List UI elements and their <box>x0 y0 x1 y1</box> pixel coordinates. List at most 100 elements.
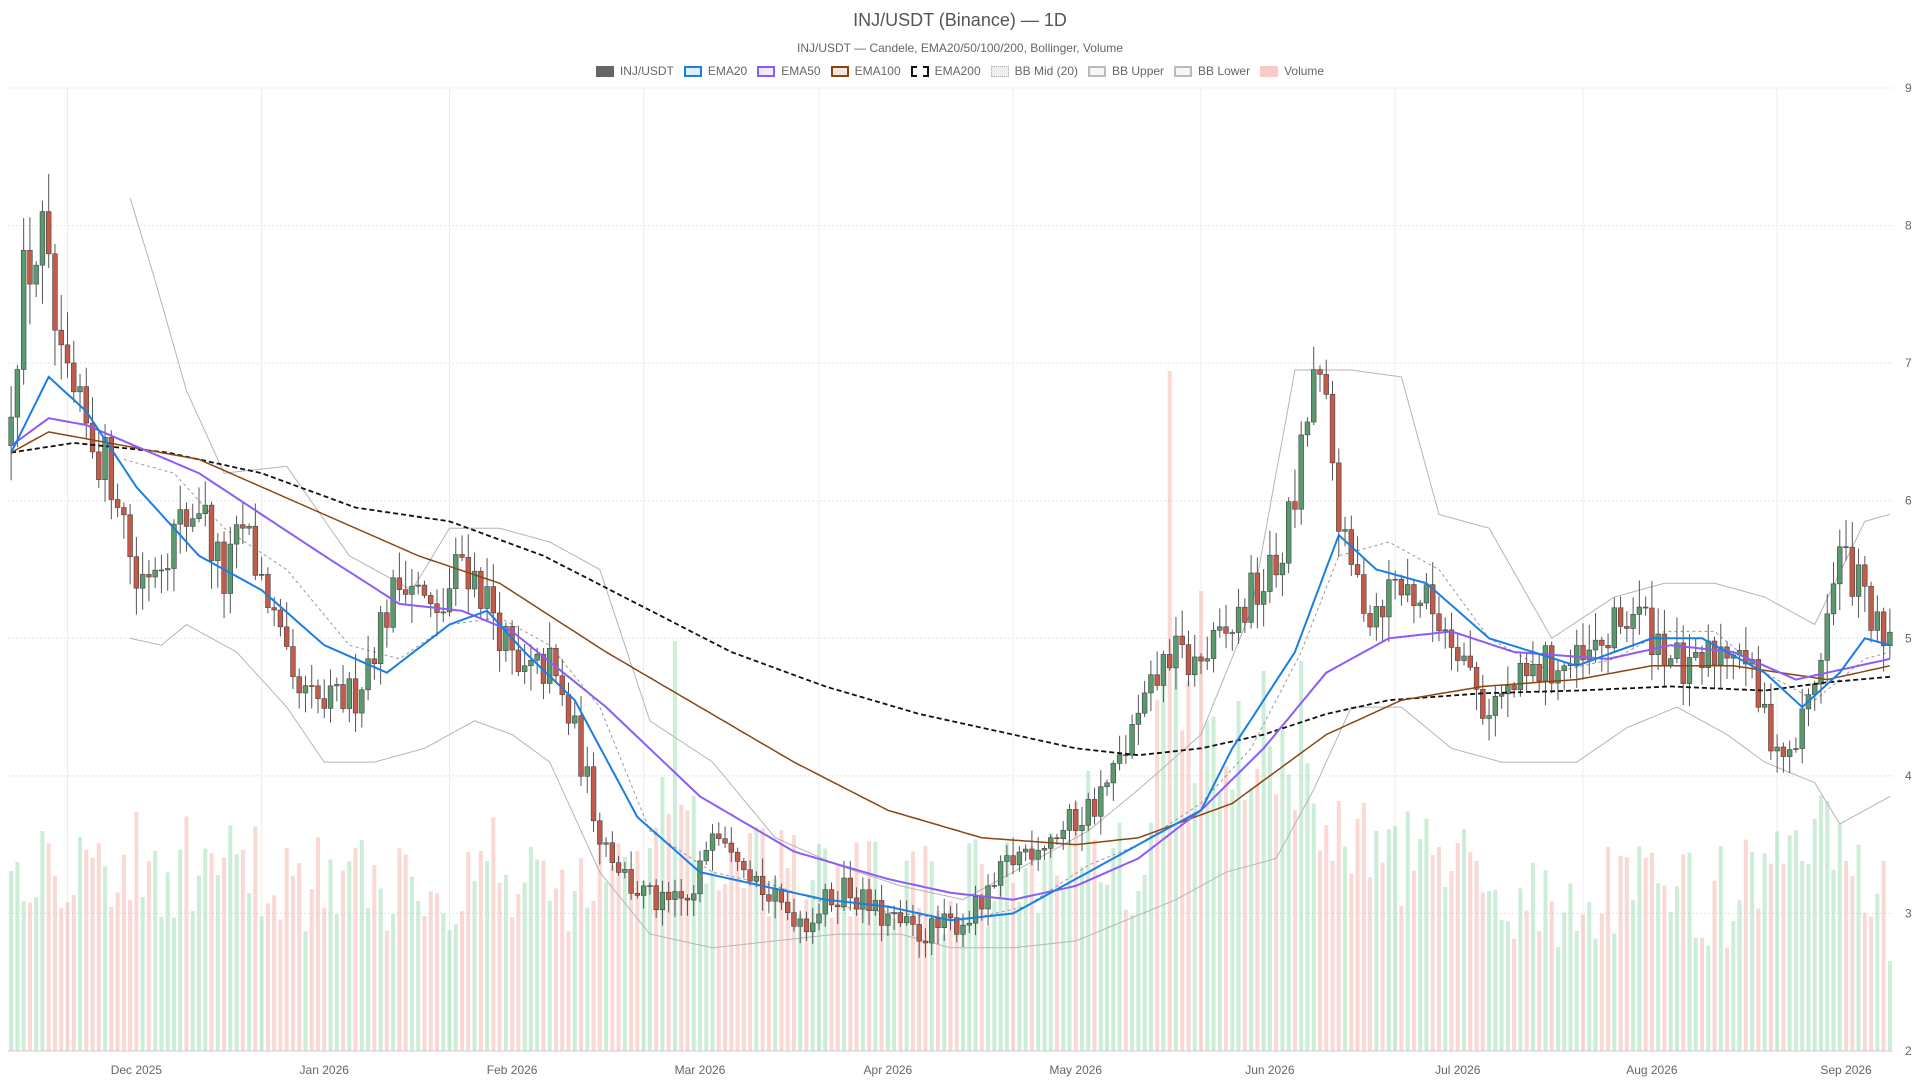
legend-item[interactable]: INJ/USDT <box>595 64 674 78</box>
volume-bar <box>1424 818 1429 1051</box>
legend-item[interactable]: BB Upper <box>1088 64 1164 78</box>
candle-body <box>496 612 503 651</box>
candle-body <box>96 451 102 480</box>
x-tick-label: Apr 2026 <box>864 1063 913 1077</box>
volume-bar <box>1850 875 1855 1051</box>
volume-bar <box>604 882 609 1051</box>
candle-body <box>1486 715 1492 719</box>
volume-bar <box>1048 833 1053 1051</box>
volume-bar <box>1393 825 1398 1051</box>
volume-bar <box>1080 866 1085 1051</box>
volume-bar <box>59 907 64 1051</box>
candle-body <box>202 504 208 514</box>
volume-bar <box>1524 910 1529 1051</box>
volume-bar <box>1743 839 1748 1051</box>
volume-bar <box>885 925 890 1051</box>
legend-label: Volume <box>1284 64 1325 78</box>
volume-bar <box>1054 875 1059 1051</box>
candle-body <box>1511 685 1517 690</box>
candle-body <box>1455 647 1461 661</box>
volume-bar <box>1518 888 1523 1051</box>
candle-body <box>14 369 21 418</box>
candle-body <box>1830 583 1837 615</box>
volume-bar <box>140 897 145 1051</box>
candle-body <box>1285 501 1292 564</box>
candle-body <box>290 646 296 677</box>
legend-item[interactable]: BB Mid (20) <box>990 64 1079 78</box>
candle-body <box>1242 606 1248 623</box>
legend-item[interactable]: BB Lower <box>1174 64 1250 78</box>
volume-bar <box>1073 802 1078 1051</box>
candle-body <box>1298 434 1304 510</box>
volume-bar <box>1806 864 1811 1051</box>
x-tick-label: Aug 2026 <box>1626 1063 1678 1077</box>
legend-item[interactable]: EMA20 <box>683 64 747 78</box>
volume-bar <box>1436 846 1441 1051</box>
volume-bar <box>1631 900 1636 1051</box>
candle-body <box>1574 645 1580 665</box>
volume-bar <box>1818 795 1823 1051</box>
volume-bar <box>485 861 490 1051</box>
volume-bar <box>190 910 195 1051</box>
volume-bar <box>422 915 427 1051</box>
volume-bar <box>860 909 865 1051</box>
x-tick-label: Mar 2026 <box>675 1063 726 1077</box>
volume-bar <box>115 892 120 1051</box>
legend-label: BB Mid (20) <box>1014 64 1079 78</box>
volume-bar <box>466 851 471 1051</box>
legend-item[interactable]: EMA100 <box>830 64 901 78</box>
volume-bar <box>71 895 76 1051</box>
candle-body <box>503 626 509 651</box>
volume-bar <box>1249 787 1254 1051</box>
legend-item[interactable]: EMA200 <box>910 64 981 78</box>
volume-bar <box>409 876 414 1051</box>
candle-body <box>597 820 603 845</box>
volume-bar <box>15 862 20 1051</box>
candle-body <box>1141 692 1148 714</box>
candle-body <box>1448 629 1455 648</box>
legend-item[interactable]: Volume <box>1260 64 1324 78</box>
candle-body <box>183 509 190 527</box>
volume-bar <box>1781 863 1786 1051</box>
candle-body <box>1580 645 1586 661</box>
volume-bar <box>1299 661 1304 1051</box>
candle-body <box>709 833 716 851</box>
volume-bar <box>1574 931 1579 1051</box>
volume-bar <box>65 902 70 1051</box>
volume-bar <box>503 874 508 1051</box>
volume-bar <box>1142 874 1147 1051</box>
volume-bar <box>103 866 108 1051</box>
candle-body <box>534 653 540 661</box>
candle-body <box>797 918 803 927</box>
volume-bar <box>1324 825 1329 1051</box>
candle-body <box>1473 667 1480 690</box>
volume-bar <box>1606 846 1611 1051</box>
candle-body <box>929 918 935 944</box>
candle-body <box>716 833 722 839</box>
candle-body <box>258 573 265 576</box>
volume-bar <box>992 901 997 1051</box>
volume-bar <box>1825 801 1830 1051</box>
volume-bar <box>610 865 615 1051</box>
volume-bar <box>1380 862 1385 1051</box>
candle-body <box>1392 578 1398 581</box>
volume-bar <box>1543 870 1548 1051</box>
volume-bar <box>917 907 922 1051</box>
volume-bar <box>9 871 14 1051</box>
candle-body <box>371 658 378 664</box>
legend-item[interactable]: EMA50 <box>757 64 821 78</box>
bb-mid-line <box>123 458 1891 921</box>
candle-body <box>190 518 196 527</box>
candle-body <box>340 684 346 709</box>
candle-body <box>152 569 158 578</box>
candle-body <box>1148 674 1154 694</box>
candle-body <box>1029 848 1035 860</box>
candle-body <box>1530 664 1536 677</box>
candle-body <box>960 924 966 935</box>
candle-body <box>966 922 972 926</box>
volume-bar <box>1192 783 1197 1051</box>
candle-body <box>1555 670 1561 684</box>
candle-body <box>252 525 259 576</box>
candle-body <box>64 344 71 364</box>
candle-body <box>1091 799 1098 817</box>
